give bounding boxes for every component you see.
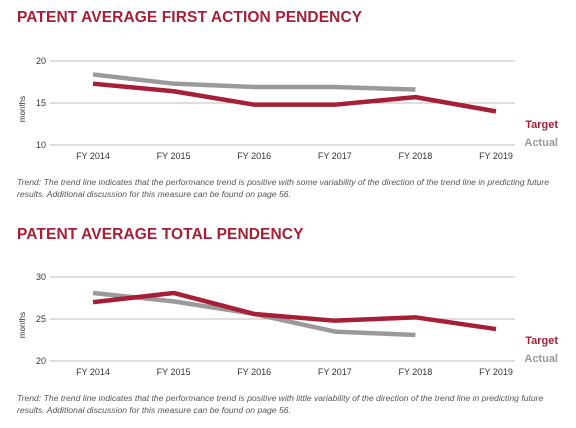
trend-note: Trend: The trend line indicates that the… <box>17 393 544 415</box>
x-tick-label: FY 2017 <box>318 367 352 377</box>
x-tick-label: FY 2014 <box>76 151 110 161</box>
legend-actual: Actual <box>524 353 558 365</box>
y-tick-label: 10 <box>36 140 46 150</box>
x-tick-label: FY 2018 <box>398 367 432 377</box>
y-tick-label: 25 <box>36 314 46 324</box>
series-line-actual <box>92 72 416 92</box>
series-line-target <box>92 290 497 332</box>
x-tick-label: FY 2017 <box>318 151 352 161</box>
legend-target: Target <box>525 119 558 131</box>
chart-title: PATENT AVERAGE FIRST ACTION PENDENCY <box>17 9 363 26</box>
x-tick-label: FY 2016 <box>237 151 271 161</box>
x-tick-label: FY 2018 <box>398 151 432 161</box>
y-tick-label: 15 <box>36 98 46 108</box>
y-axis-label: months <box>18 312 27 338</box>
y-axis-label: months <box>18 96 27 122</box>
y-tick-label: 20 <box>36 56 46 66</box>
chart-title: PATENT AVERAGE TOTAL PENDENCY <box>17 226 304 243</box>
total-pendency-chart: 20 25 30 months FY 2014 FY 2015 FY 2016 FY 2017… <box>18 272 558 377</box>
legend-target: Target <box>525 335 558 347</box>
x-tick-label: FY 2019 <box>479 367 513 377</box>
x-tick-label: FY 2014 <box>76 367 110 377</box>
y-tick-label: 30 <box>36 272 46 282</box>
series-line-target <box>92 81 497 114</box>
trend-note: Trend: The trend line indicates that the… <box>17 177 549 199</box>
first-action-pendency-chart: 10 15 20 months FY 2014 FY 2015 FY 2016 FY 2017… <box>18 56 558 161</box>
x-tick-label: FY 2015 <box>157 151 191 161</box>
x-tick-label: FY 2019 <box>479 151 513 161</box>
y-tick-label: 20 <box>36 356 46 366</box>
x-tick-label: FY 2016 <box>237 367 271 377</box>
legend-actual: Actual <box>524 137 558 149</box>
x-tick-label: FY 2015 <box>157 367 191 377</box>
